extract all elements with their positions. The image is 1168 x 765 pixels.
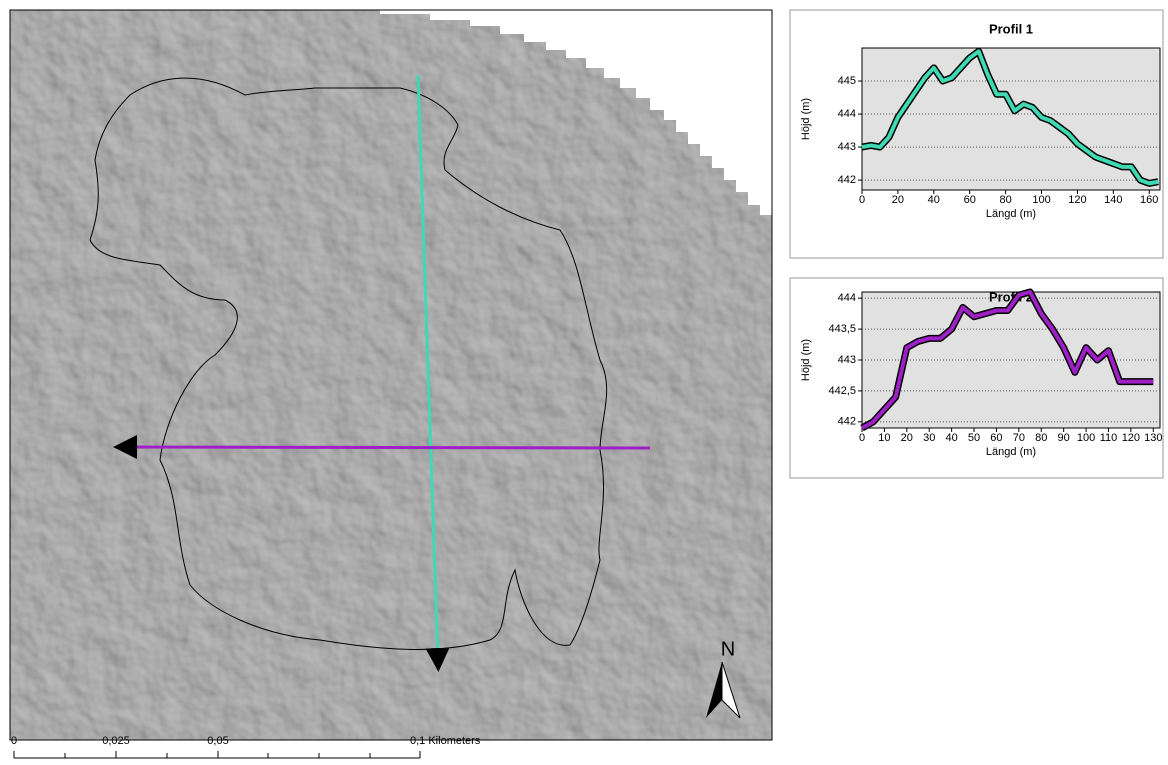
scale-label: 0,05 — [207, 735, 228, 747]
y-axis-label: Höjd (m) — [800, 98, 812, 140]
x-tick-label: 20 — [892, 194, 904, 206]
x-axis-label: Längd (m) — [986, 446, 1036, 458]
y-tick-label: 443,5 — [828, 323, 856, 335]
x-tick-label: 160 — [1140, 194, 1158, 206]
y-tick-label: 444 — [838, 108, 856, 120]
x-tick-label: 70 — [1013, 432, 1025, 444]
scale-label: 0,025 — [102, 735, 130, 747]
y-tick-label: 442 — [838, 416, 856, 428]
y-tick-label: 443 — [838, 354, 856, 366]
profile-line-2 — [125, 447, 650, 448]
x-tick-label: 120 — [1068, 194, 1086, 206]
x-tick-label: 50 — [968, 432, 980, 444]
x-axis-label: Längd (m) — [986, 208, 1036, 220]
x-tick-label: 120 — [1122, 432, 1140, 444]
y-axis-label: Höjd (m) — [800, 339, 812, 381]
x-tick-label: 30 — [923, 432, 935, 444]
x-tick-label: 90 — [1058, 432, 1070, 444]
plot-area — [862, 48, 1160, 190]
x-tick-label: 130 — [1144, 432, 1162, 444]
x-tick-label: 40 — [945, 432, 957, 444]
hillshade — [10, 10, 772, 740]
scale-label: 0,1 Kilometers — [410, 735, 481, 747]
y-tick-label: 443 — [838, 141, 856, 153]
x-tick-label: 80 — [999, 194, 1011, 206]
x-tick-label: 110 — [1100, 432, 1118, 444]
x-tick-label: 80 — [1035, 432, 1047, 444]
x-tick-label: 60 — [964, 194, 976, 206]
chart-title: Profil 1 — [989, 21, 1033, 36]
x-tick-label: 60 — [990, 432, 1002, 444]
figure: N 0 0,025 0,05 0,1 Kilometers Profil 1 Lä… — [0, 0, 1168, 760]
scale-label: 0 — [11, 735, 17, 747]
y-tick-label: 445 — [838, 75, 856, 87]
x-tick-label: 100 — [1077, 432, 1095, 444]
x-tick-label: 100 — [1032, 194, 1050, 206]
x-tick-label: 20 — [901, 432, 913, 444]
x-tick-label: 140 — [1104, 194, 1122, 206]
x-tick-label: 0 — [859, 432, 865, 444]
y-tick-label: 442,5 — [828, 385, 856, 397]
y-tick-label: 444 — [838, 292, 856, 304]
north-label: N — [721, 638, 735, 660]
y-tick-label: 442 — [838, 174, 856, 186]
x-tick-label: 0 — [859, 194, 865, 206]
x-tick-label: 40 — [928, 194, 940, 206]
map — [10, 10, 772, 740]
page: {"map": {"north_label": "N", "scale_labe… — [0, 0, 1168, 760]
x-tick-label: 10 — [878, 432, 890, 444]
